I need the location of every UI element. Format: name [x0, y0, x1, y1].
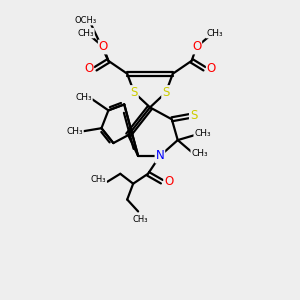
Text: O: O: [164, 175, 173, 188]
Text: N: N: [155, 149, 164, 162]
Text: CH₃: CH₃: [77, 28, 94, 38]
Text: S: S: [162, 86, 169, 99]
Text: CH₃: CH₃: [91, 175, 106, 184]
Text: OCH₃: OCH₃: [74, 16, 97, 25]
Text: O: O: [192, 40, 201, 53]
Text: S: S: [190, 109, 197, 122]
Text: CH₃: CH₃: [206, 28, 223, 38]
Text: O: O: [84, 62, 93, 75]
Text: CH₃: CH₃: [66, 127, 83, 136]
Text: CH₃: CH₃: [75, 93, 92, 102]
Text: O: O: [99, 40, 108, 53]
Text: CH₃: CH₃: [194, 129, 211, 138]
Text: S: S: [130, 86, 138, 99]
Text: O: O: [207, 62, 216, 75]
Text: CH₃: CH₃: [132, 215, 148, 224]
Text: CH₃: CH₃: [191, 149, 208, 158]
